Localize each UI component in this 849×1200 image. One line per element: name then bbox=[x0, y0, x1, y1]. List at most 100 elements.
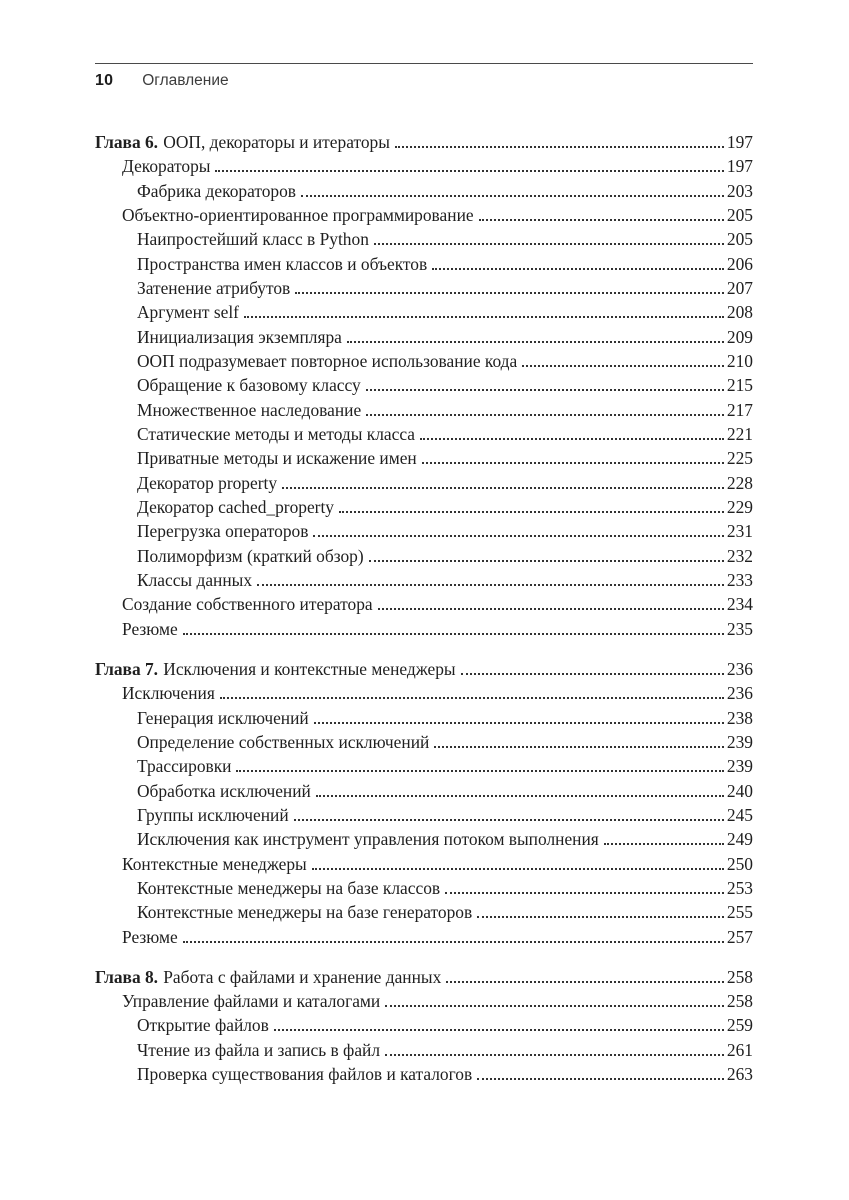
entry-title: Глава 8. Работа с файлами и хранение данн… bbox=[95, 965, 441, 989]
dot-leader bbox=[293, 814, 724, 821]
toc-entry: Чтение из файла и запись в файл 261 bbox=[95, 1038, 753, 1062]
entry-title: Обработка исключений bbox=[137, 779, 311, 803]
entry-page-number: 229 bbox=[726, 496, 753, 517]
entry-page-number: 209 bbox=[726, 326, 753, 347]
toc-chapter-entry: Глава 8. Работа с файлами и хранение данн… bbox=[95, 965, 753, 989]
entry-title: Исключения bbox=[122, 681, 215, 705]
entry-page-number: 258 bbox=[726, 991, 753, 1012]
toc-entry: Декоратор cached_property 229 bbox=[95, 495, 753, 519]
entry-page-number: 197 bbox=[726, 156, 753, 177]
entry-page-number: 250 bbox=[726, 853, 753, 874]
entry-title-text: ООП подразумевает повторное использовани… bbox=[137, 350, 518, 371]
dot-leader bbox=[301, 190, 724, 197]
toc-entry: Фабрика декораторов 203 bbox=[95, 179, 753, 203]
entry-page-number: 236 bbox=[726, 658, 753, 679]
entry-page-number: 258 bbox=[726, 966, 753, 987]
entry-title: Контекстные менеджеры bbox=[122, 852, 307, 876]
toc-entry: Исключения 236 bbox=[95, 681, 753, 705]
dot-leader bbox=[421, 457, 724, 465]
entry-page-number: 239 bbox=[726, 731, 753, 752]
toc-entry: Инициализация экземпляра 209 bbox=[95, 325, 753, 349]
entry-title-text: Обращение к базовому классу bbox=[137, 375, 361, 396]
entry-title-text: Чтение из файла и запись в файл bbox=[137, 1039, 381, 1060]
entry-title-text: Приватные методы и искажение имен bbox=[137, 448, 417, 469]
dot-leader bbox=[182, 936, 724, 943]
entry-page-number: 225 bbox=[726, 448, 753, 469]
entry-title-text: Трассировки bbox=[137, 756, 232, 777]
toc-entry: Контекстные менеджеры на базе генераторо… bbox=[95, 900, 753, 924]
entry-title: Создание собственного итератора bbox=[122, 592, 373, 616]
dot-leader bbox=[219, 692, 724, 700]
toc-entry: Затенение атрибутов 207 bbox=[95, 276, 753, 300]
entry-title: Глава 7. Исключения и контекстные менедже… bbox=[95, 657, 456, 681]
entry-page-number: 236 bbox=[726, 683, 753, 704]
entry-title: Резюме bbox=[122, 925, 178, 949]
entry-page-number: 210 bbox=[726, 350, 753, 371]
dot-leader bbox=[365, 384, 724, 392]
entry-title-text: Группы исключений bbox=[137, 804, 289, 825]
dot-leader bbox=[385, 1000, 724, 1008]
entry-title-text: Классы данных bbox=[137, 569, 253, 590]
entry-page-number: 206 bbox=[726, 253, 753, 274]
entry-title: Открытие файлов bbox=[137, 1013, 269, 1037]
entry-title: Объектно-ориентированное программировани… bbox=[122, 203, 474, 227]
toc-entry: Наипростейший класс в Python 205 bbox=[95, 227, 753, 251]
entry-title-text: Генерация исключений bbox=[137, 707, 309, 728]
entry-page-number: 205 bbox=[726, 229, 753, 250]
dot-leader bbox=[460, 668, 724, 675]
entry-title: Декоратор property bbox=[137, 471, 277, 495]
entry-page-number: 207 bbox=[726, 277, 753, 298]
entry-title: Полиморфизм (краткий обзор) bbox=[137, 544, 364, 568]
toc-entry: Декораторы 197 bbox=[95, 154, 753, 178]
dot-leader bbox=[434, 741, 724, 748]
dot-leader bbox=[373, 238, 724, 246]
toc-entry: Исключения как инструмент управления пот… bbox=[95, 827, 753, 851]
entry-title-text: Декоратор property bbox=[137, 472, 278, 493]
entry-page-number: 235 bbox=[726, 618, 753, 639]
toc-entry: Резюме 235 bbox=[95, 617, 753, 641]
chapter-prefix: Глава 6. bbox=[95, 132, 159, 152]
toc-entry: Генерация исключений 238 bbox=[95, 706, 753, 730]
entry-title-text: Множественное наследование bbox=[137, 399, 362, 420]
header-rule bbox=[95, 63, 753, 64]
entry-page-number: 221 bbox=[726, 423, 753, 444]
entry-page-number: 239 bbox=[726, 756, 753, 777]
toc-entry: Резюме 257 bbox=[95, 925, 753, 949]
chapter-prefix: Глава 7. bbox=[95, 658, 159, 679]
entry-page-number: 203 bbox=[726, 180, 753, 201]
entry-title-text: Контекстные менеджеры на базе классов bbox=[137, 877, 441, 898]
entry-title-text: Резюме bbox=[122, 618, 178, 639]
entry-title-text: Исключения как инструмент управления пот… bbox=[137, 829, 599, 850]
dot-leader bbox=[366, 409, 724, 416]
entry-title-text: Декоратор cached_property bbox=[137, 496, 335, 517]
entry-title-text: Аргумент self bbox=[137, 302, 239, 323]
entry-title: Контекстные менеджеры на базе классов bbox=[137, 876, 440, 900]
entry-title-text: Резюме bbox=[122, 926, 178, 947]
entry-page-number: 228 bbox=[726, 472, 753, 493]
entry-page-number: 197 bbox=[726, 132, 753, 152]
toc-entry: Приватные методы и искажение имен 225 bbox=[95, 446, 753, 470]
toc-entry: Управление файлами и каталогами 258 bbox=[95, 989, 753, 1013]
dot-leader bbox=[420, 433, 724, 440]
entry-title: Проверка существования файлов и каталого… bbox=[137, 1062, 472, 1086]
dot-leader bbox=[522, 360, 724, 367]
entry-title: Перегрузка операторов bbox=[137, 519, 308, 543]
entry-title: Определение собственных исключений bbox=[137, 730, 429, 754]
entry-title: Декораторы bbox=[122, 154, 210, 178]
entry-title: Аргумент self bbox=[137, 300, 239, 324]
dot-leader bbox=[273, 1024, 724, 1032]
toc-entry: Группы исключений 245 bbox=[95, 803, 753, 827]
entry-title-text: Обработка исключений bbox=[137, 780, 311, 801]
entry-page-number: 232 bbox=[726, 545, 753, 566]
entry-page-number: 205 bbox=[726, 204, 753, 225]
entry-page-number: 234 bbox=[726, 594, 753, 615]
toc-chapter-entry: Глава 6. ООП, декораторы и итераторы 197 bbox=[95, 130, 753, 154]
toc-entry: Открытие файлов 259 bbox=[95, 1013, 753, 1037]
entry-title: Трассировки bbox=[137, 754, 231, 778]
running-header: 10 Оглавление bbox=[95, 72, 753, 90]
entry-title: Управление файлами и каталогами bbox=[122, 989, 380, 1013]
entry-title-text: Управление файлами и каталогами bbox=[122, 991, 381, 1012]
entry-page-number: 249 bbox=[726, 829, 753, 850]
entry-title: Контекстные менеджеры на базе генераторо… bbox=[137, 900, 472, 924]
running-head-title: Оглавление bbox=[142, 72, 229, 89]
